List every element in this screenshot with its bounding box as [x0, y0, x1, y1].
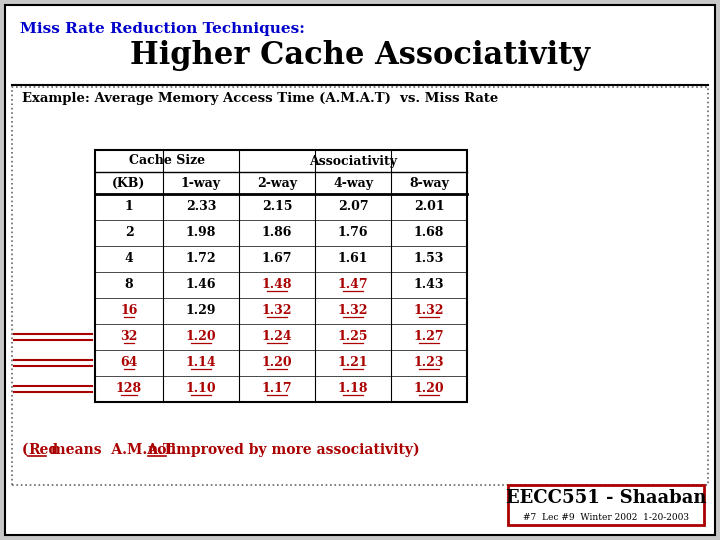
- Text: 1.72: 1.72: [186, 253, 216, 266]
- FancyBboxPatch shape: [508, 485, 704, 525]
- Text: 1.20: 1.20: [414, 382, 444, 395]
- Text: Red: Red: [28, 443, 58, 457]
- Text: 1.14: 1.14: [186, 356, 216, 369]
- Text: 32: 32: [120, 330, 138, 343]
- Text: 1.47: 1.47: [338, 279, 369, 292]
- Text: 1.27: 1.27: [414, 330, 444, 343]
- Text: 1.18: 1.18: [338, 382, 368, 395]
- Text: 1.46: 1.46: [186, 279, 216, 292]
- Text: 2.07: 2.07: [338, 200, 369, 213]
- Text: Example: Average Memory Access Time (A.M.A.T)  vs. Miss Rate: Example: Average Memory Access Time (A.M…: [22, 92, 498, 105]
- Text: (KB): (KB): [112, 177, 145, 190]
- Text: 1.67: 1.67: [262, 253, 292, 266]
- Text: 1.17: 1.17: [261, 382, 292, 395]
- Text: #7  Lec #9  Winter 2002  1-20-2003: #7 Lec #9 Winter 2002 1-20-2003: [523, 512, 689, 522]
- Text: Miss Rate Reduction Techniques:: Miss Rate Reduction Techniques:: [20, 22, 305, 36]
- Text: 16: 16: [120, 305, 138, 318]
- Text: 1-way: 1-way: [181, 177, 221, 190]
- FancyBboxPatch shape: [12, 87, 708, 485]
- Text: 1: 1: [125, 200, 133, 213]
- Text: 1.24: 1.24: [261, 330, 292, 343]
- Text: 2.33: 2.33: [186, 200, 216, 213]
- Text: 1.76: 1.76: [338, 226, 368, 240]
- Text: 8: 8: [125, 279, 133, 292]
- Text: 1.23: 1.23: [414, 356, 444, 369]
- Text: 64: 64: [120, 356, 138, 369]
- Text: 1.21: 1.21: [338, 356, 369, 369]
- Text: 8-way: 8-way: [409, 177, 449, 190]
- Text: Associativity: Associativity: [309, 154, 397, 167]
- Text: not: not: [148, 443, 174, 457]
- Text: 1.32: 1.32: [414, 305, 444, 318]
- Text: 1.20: 1.20: [261, 356, 292, 369]
- Text: means  A.M.A.T.: means A.M.A.T.: [46, 443, 181, 457]
- Text: 2.01: 2.01: [414, 200, 444, 213]
- Text: Higher Cache Associativity: Higher Cache Associativity: [130, 40, 590, 71]
- Text: 4: 4: [125, 253, 133, 266]
- Text: 2-way: 2-way: [257, 177, 297, 190]
- Text: 1.43: 1.43: [414, 279, 444, 292]
- Text: 1.20: 1.20: [186, 330, 216, 343]
- Text: 1.48: 1.48: [262, 279, 292, 292]
- Text: improved by more associativity): improved by more associativity): [166, 443, 420, 457]
- Text: 1.86: 1.86: [262, 226, 292, 240]
- Text: 1.53: 1.53: [414, 253, 444, 266]
- Text: EECC551 - Shaaban: EECC551 - Shaaban: [505, 489, 706, 507]
- Text: Cache Size: Cache Size: [129, 154, 205, 167]
- FancyBboxPatch shape: [95, 150, 467, 402]
- Text: 4-way: 4-way: [333, 177, 373, 190]
- Text: 1.25: 1.25: [338, 330, 368, 343]
- Text: 1.98: 1.98: [186, 226, 216, 240]
- Text: 1.29: 1.29: [186, 305, 216, 318]
- Text: 1.61: 1.61: [338, 253, 368, 266]
- Text: 1.68: 1.68: [414, 226, 444, 240]
- Text: 128: 128: [116, 382, 142, 395]
- Text: 2: 2: [125, 226, 133, 240]
- Text: 1.32: 1.32: [262, 305, 292, 318]
- Text: 1.32: 1.32: [338, 305, 368, 318]
- Text: 2.15: 2.15: [262, 200, 292, 213]
- Text: 1.10: 1.10: [186, 382, 216, 395]
- Text: (: (: [22, 443, 29, 457]
- FancyBboxPatch shape: [5, 5, 715, 535]
